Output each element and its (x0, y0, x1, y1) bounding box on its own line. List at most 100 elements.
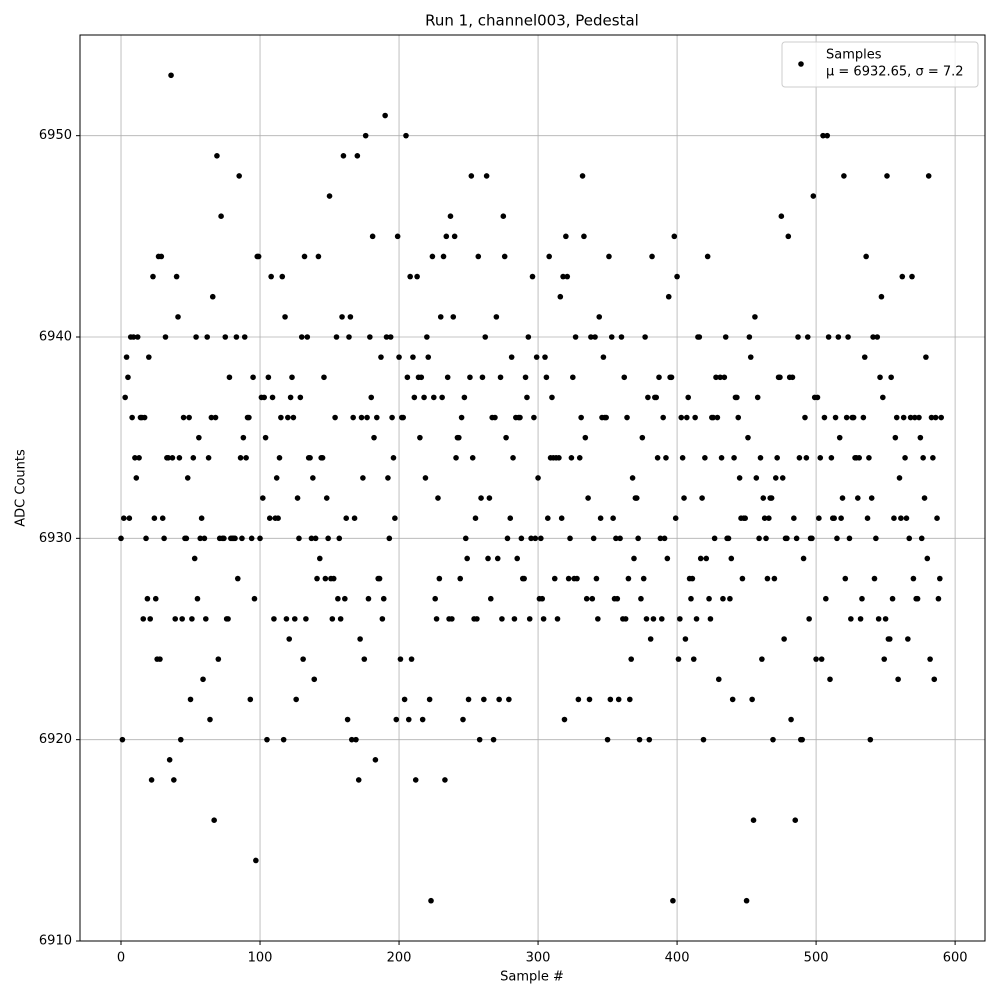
data-point (640, 575, 647, 582)
data-point (579, 173, 586, 179)
data-point (419, 716, 426, 723)
data-point (774, 455, 780, 461)
data-point (810, 193, 817, 199)
data-point (668, 374, 675, 381)
data-point (148, 777, 155, 783)
data-point (222, 334, 229, 340)
data-point (538, 535, 544, 542)
data-point (927, 656, 933, 662)
data-point (365, 595, 372, 602)
data-point (718, 455, 725, 461)
data-point (750, 817, 757, 823)
data-point (421, 394, 427, 401)
data-point (604, 736, 611, 743)
data-point (425, 354, 432, 360)
data-point (627, 696, 633, 703)
data-point (832, 414, 839, 421)
data-point (410, 354, 416, 360)
data-point (518, 535, 525, 542)
data-point (693, 616, 700, 622)
data-point (464, 555, 470, 562)
data-point (378, 354, 384, 360)
data-point (920, 455, 926, 461)
data-point (286, 636, 293, 642)
data-point (588, 334, 594, 340)
data-point (692, 414, 698, 421)
data-point (411, 394, 418, 401)
data-point (218, 213, 224, 219)
data-point (251, 595, 258, 602)
data-point (806, 616, 812, 622)
data-point (556, 455, 562, 461)
data-point (389, 414, 395, 421)
data-point (347, 314, 354, 320)
data-point (451, 233, 458, 240)
data-point (393, 716, 400, 723)
data-point (177, 736, 184, 743)
data-point (624, 414, 630, 421)
data-point (586, 696, 593, 703)
data-point (793, 535, 800, 542)
data-point (460, 716, 466, 723)
data-point (257, 535, 263, 542)
data-point (788, 716, 794, 723)
data-point (483, 173, 490, 179)
x-tick-label: 200 (387, 951, 412, 966)
data-point (870, 334, 876, 340)
data-point (746, 334, 753, 340)
data-point (424, 334, 430, 340)
data-point (917, 434, 924, 441)
data-point (226, 374, 233, 381)
chart-title: Run 1, channel003, Pedestal (425, 12, 639, 30)
data-point (918, 535, 925, 542)
data-point (287, 394, 294, 401)
data-point (339, 314, 345, 320)
data-point (290, 414, 297, 421)
data-point (843, 414, 850, 421)
data-point (118, 535, 124, 542)
data-point (401, 696, 408, 703)
data-point (494, 555, 501, 562)
data-point (877, 374, 883, 381)
data-point (660, 414, 666, 421)
data-point (129, 414, 135, 421)
data-point (209, 293, 216, 300)
data-point (197, 535, 204, 542)
data-point (268, 273, 274, 280)
x-tick-label: 500 (804, 951, 829, 966)
data-point (297, 394, 304, 401)
data-point (382, 112, 388, 119)
data-point (535, 475, 541, 481)
data-point (729, 696, 736, 703)
data-point (279, 273, 286, 280)
data-point (308, 535, 315, 542)
data-point (836, 434, 843, 441)
data-point (613, 535, 619, 542)
data-point (856, 455, 862, 461)
data-point (688, 595, 694, 602)
data-point (462, 535, 469, 542)
data-point (699, 495, 705, 501)
data-point (629, 475, 636, 481)
data-point (900, 414, 907, 421)
data-point (510, 455, 516, 461)
data-point (589, 595, 596, 602)
data-point (817, 455, 824, 461)
data-point (276, 455, 283, 461)
data-point (168, 72, 174, 79)
data-point (792, 817, 799, 823)
data-point (597, 515, 604, 521)
data-point (654, 455, 661, 461)
data-point (825, 334, 832, 340)
data-point (759, 656, 765, 662)
data-point (749, 696, 755, 703)
data-point (875, 616, 882, 622)
data-point (777, 374, 783, 381)
data-point (560, 273, 566, 280)
data-point (715, 676, 722, 683)
data-point (120, 515, 127, 521)
data-point (314, 575, 320, 582)
data-point (881, 656, 888, 662)
data-point (818, 656, 825, 662)
data-point (336, 535, 343, 542)
